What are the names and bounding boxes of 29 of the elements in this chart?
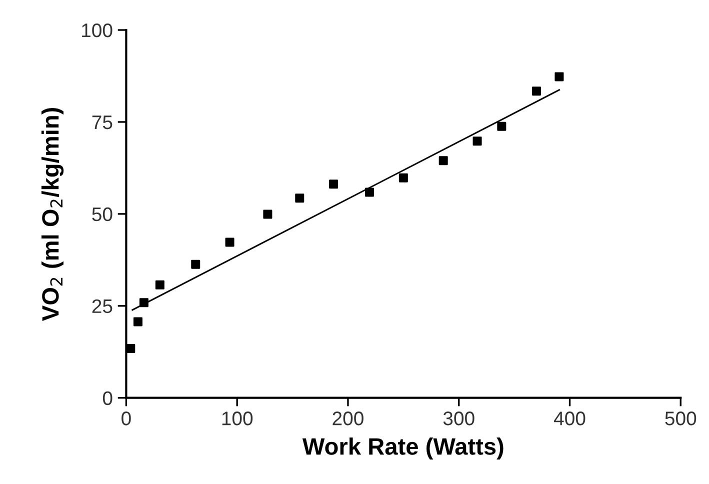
x-tick-label: 400 <box>554 412 586 426</box>
point <box>126 344 136 354</box>
y-tick-label: 50 <box>92 207 112 222</box>
point <box>139 298 148 308</box>
point <box>263 210 272 219</box>
point <box>438 156 448 166</box>
y-tick-label: 0 <box>102 391 112 406</box>
x-tick-label: 0 <box>122 412 131 426</box>
point <box>133 317 142 326</box>
point <box>155 280 164 290</box>
x-tick-label: 100 <box>222 412 253 426</box>
x-tick-label: 300 <box>443 412 474 426</box>
y-axis-title: VO$_{2}$ (ml O$_{2}$/kg/min) <box>41 108 64 321</box>
x-tick-label: 500 <box>665 412 696 426</box>
point <box>191 260 200 269</box>
x-axis-title: Work Rate (Watts) <box>302 438 504 460</box>
point <box>554 72 564 82</box>
y-tick-label: 25 <box>92 299 112 314</box>
point <box>295 194 304 203</box>
point <box>472 136 482 146</box>
point <box>532 86 541 96</box>
point <box>329 180 338 189</box>
y-tick-label: 75 <box>92 116 112 130</box>
point <box>225 238 234 247</box>
x-tick-label: 200 <box>332 412 364 426</box>
point <box>398 173 408 182</box>
point <box>497 122 506 131</box>
y-tick-label: 100 <box>82 23 112 38</box>
point <box>364 188 374 197</box>
